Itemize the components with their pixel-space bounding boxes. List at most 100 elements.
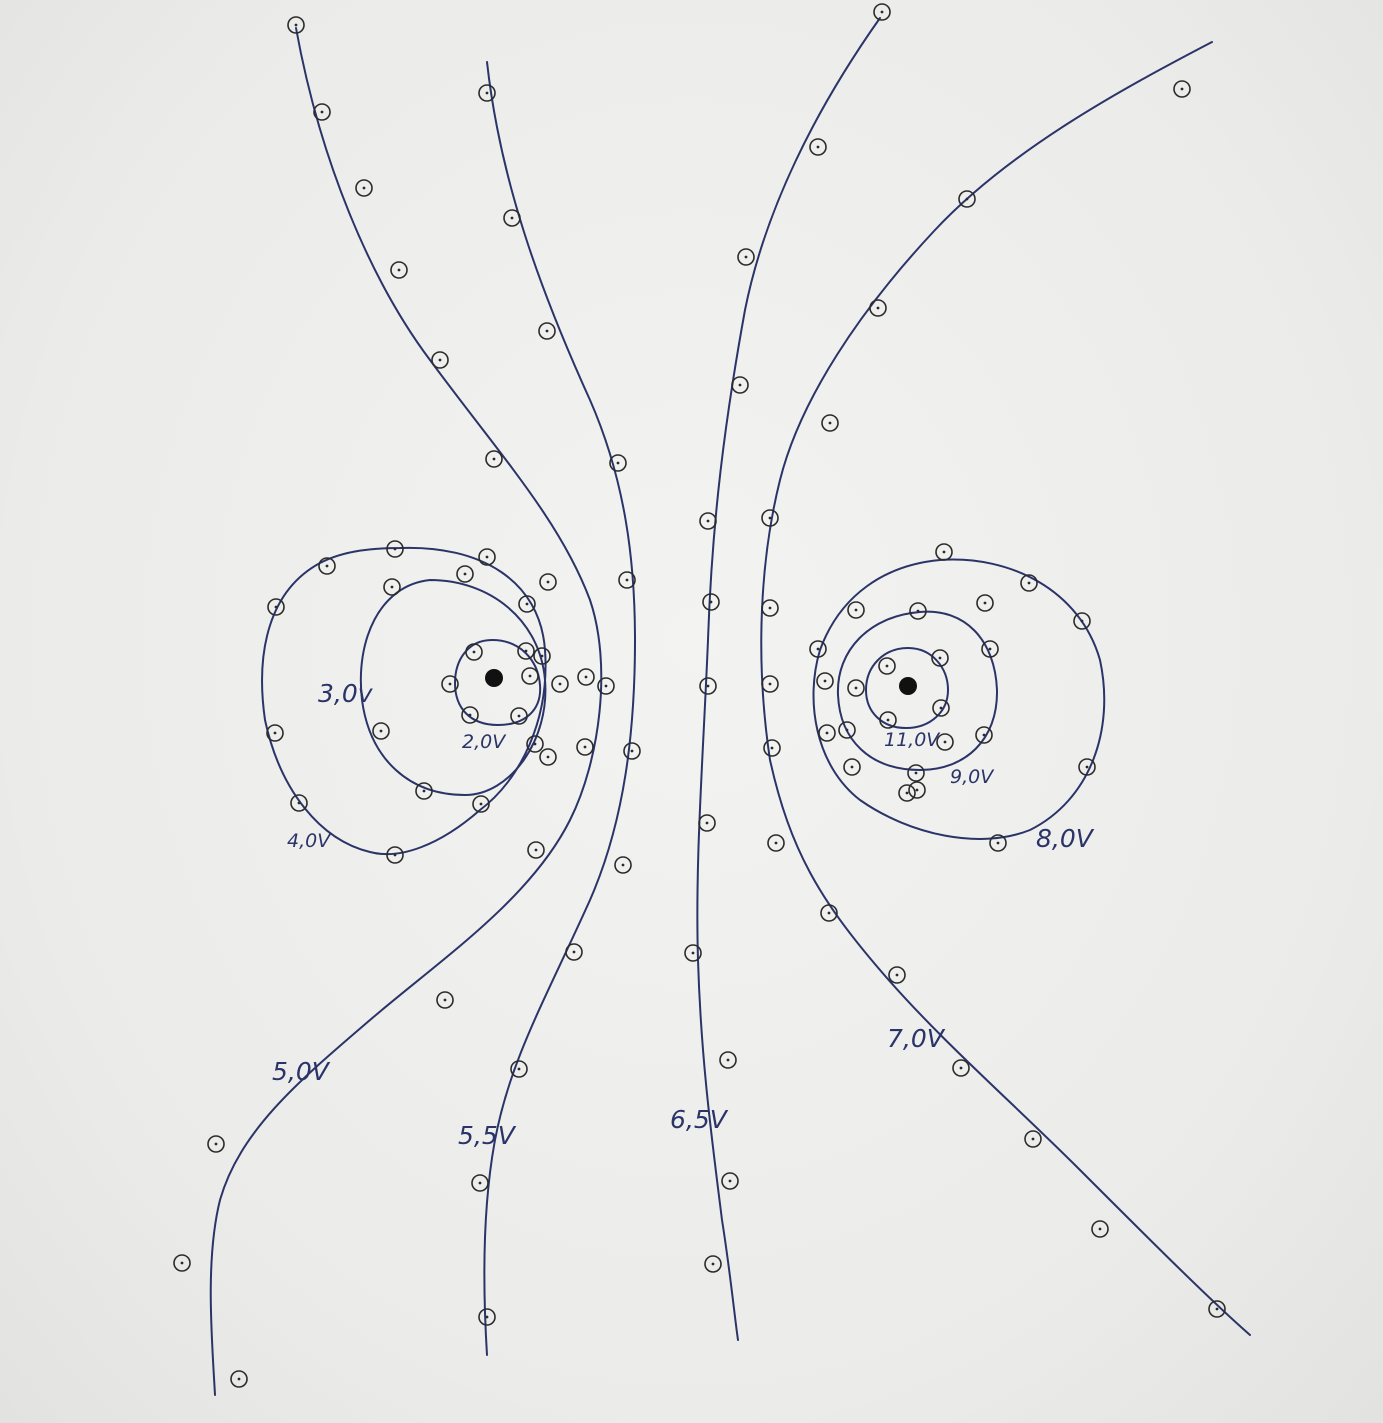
measurement-point-dot xyxy=(485,555,489,559)
measurement-point-dot xyxy=(479,802,483,806)
measurement-point xyxy=(869,299,887,317)
measurement-point-dot xyxy=(546,755,550,759)
measurement-point-dot xyxy=(214,1142,218,1146)
measurement-point xyxy=(704,1255,722,1273)
measurement-point xyxy=(287,16,305,34)
measurement-point-dot xyxy=(558,682,562,686)
measurement-point xyxy=(503,209,521,227)
equipotential-ring-11v xyxy=(865,647,949,729)
measurement-point xyxy=(478,84,496,102)
measurement-point xyxy=(485,450,503,468)
measurement-point xyxy=(698,814,716,832)
measurement-point xyxy=(533,647,551,665)
measurement-point xyxy=(173,1254,191,1272)
measurement-point xyxy=(478,548,496,566)
measurement-point xyxy=(761,599,779,617)
measurement-point-dot xyxy=(485,91,489,95)
measurement-point-dot xyxy=(916,609,920,613)
measurement-point-dot xyxy=(886,718,890,722)
measurement-point-dot xyxy=(393,853,397,857)
measurement-point-dot xyxy=(1098,1227,1102,1231)
measurement-point xyxy=(318,557,336,575)
measurement-point xyxy=(386,846,404,864)
measurement-point xyxy=(1024,1130,1042,1148)
measurement-point-dot xyxy=(524,649,528,653)
measurement-point xyxy=(809,640,827,658)
measurement-point xyxy=(719,1051,737,1069)
measurement-point-dot xyxy=(914,771,918,775)
voltage-label-7v: 7,0V xyxy=(887,1024,946,1053)
measurement-point-dot xyxy=(492,457,496,461)
measurement-point xyxy=(684,944,702,962)
measurement-point xyxy=(878,657,896,675)
measurement-point xyxy=(847,601,865,619)
measurement-point-dot xyxy=(768,516,772,520)
measurement-point xyxy=(888,966,906,984)
measurement-point-dot xyxy=(709,600,713,604)
measurement-point-dot xyxy=(982,733,986,737)
measurement-point xyxy=(935,543,953,561)
measurement-point-dot xyxy=(726,1058,730,1062)
equipotential-ring-3v xyxy=(359,579,547,796)
equipotential-ring-2v xyxy=(454,639,542,726)
measurement-point xyxy=(1020,574,1038,592)
measurement-point-dot xyxy=(1215,1307,1219,1311)
measurement-point xyxy=(989,834,1007,852)
measurement-point xyxy=(478,1308,496,1326)
measurement-point-dot xyxy=(534,848,538,852)
measurement-point xyxy=(873,3,891,21)
measurement-point-dot xyxy=(510,216,514,220)
measurement-point xyxy=(898,784,916,802)
voltage-label-4v: 4,0V xyxy=(287,830,332,852)
measurement-point xyxy=(436,991,454,1009)
measurement-point-dot xyxy=(604,684,608,688)
measurement-point-dot xyxy=(816,647,820,651)
measurement-point xyxy=(539,748,557,766)
measurement-point xyxy=(472,795,490,813)
measurement-point-dot xyxy=(706,519,710,523)
measurement-point-dot xyxy=(463,572,467,576)
measurement-point xyxy=(623,742,641,760)
measurement-point xyxy=(907,764,925,782)
measurement-point-dot xyxy=(691,951,695,955)
measurement-point-dot xyxy=(768,682,772,686)
measurement-point xyxy=(313,103,331,121)
measurement-point-dot xyxy=(1031,1137,1035,1141)
measurement-point xyxy=(267,598,285,616)
measurement-point-dot xyxy=(180,1261,184,1265)
measurement-point xyxy=(809,138,827,156)
measurement-point xyxy=(699,677,717,695)
measurement-point xyxy=(431,351,449,369)
measurement-point-dot xyxy=(983,601,987,605)
measurement-point-dot xyxy=(854,686,858,690)
measurement-point-dot xyxy=(393,547,397,551)
measurement-point-dot xyxy=(895,973,899,977)
measurement-point-dot xyxy=(390,585,394,589)
measurement-point xyxy=(909,602,927,620)
measurement-point xyxy=(538,322,556,340)
measurement-point-dot xyxy=(938,656,942,660)
measurement-point xyxy=(539,573,557,591)
measurement-point-dot xyxy=(517,714,521,718)
measurement-point xyxy=(932,699,950,717)
measurement-point-dot xyxy=(828,421,832,425)
measurement-point-dot xyxy=(468,713,472,717)
voltage-label-3v: 3,0v xyxy=(318,679,374,708)
measurement-point-dot xyxy=(823,679,827,683)
measurement-point xyxy=(1091,1220,1109,1238)
measurement-point xyxy=(290,794,308,812)
measurement-point-dot xyxy=(876,306,880,310)
voltage-label-11v: 11,0V xyxy=(884,729,941,751)
measurement-point-dot xyxy=(621,863,625,867)
measurement-point-dot xyxy=(546,580,550,584)
voltage-label-6-5v: 6,5V xyxy=(670,1105,729,1134)
measurement-point-dot xyxy=(1080,619,1084,623)
measurement-point-dot xyxy=(325,564,329,568)
measurement-point-dot xyxy=(583,745,587,749)
measurement-point xyxy=(761,675,779,693)
measurement-point xyxy=(731,376,749,394)
measurement-point xyxy=(721,1172,739,1190)
measurement-point xyxy=(821,414,839,432)
